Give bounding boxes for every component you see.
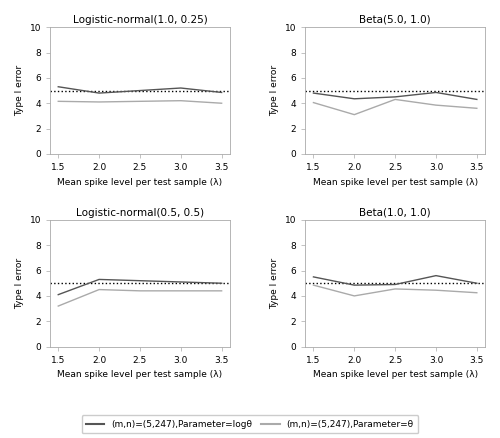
X-axis label: Mean spike level per test sample (λ): Mean spike level per test sample (λ) [58, 370, 222, 379]
X-axis label: Mean spike level per test sample (λ): Mean spike level per test sample (λ) [312, 370, 478, 379]
X-axis label: Mean spike level per test sample (λ): Mean spike level per test sample (λ) [58, 177, 222, 187]
Legend: (m,n)=(5,247),Parameter=logθ, (m,n)=(5,247),Parameter=θ: (m,n)=(5,247),Parameter=logθ, (m,n)=(5,2… [82, 416, 418, 434]
Y-axis label: Type I error: Type I error [270, 65, 279, 116]
Y-axis label: Type I error: Type I error [15, 65, 24, 116]
X-axis label: Mean spike level per test sample (λ): Mean spike level per test sample (λ) [312, 177, 478, 187]
Title: Logistic-normal(1.0, 0.25): Logistic-normal(1.0, 0.25) [72, 15, 208, 25]
Title: Logistic-normal(0.5, 0.5): Logistic-normal(0.5, 0.5) [76, 208, 204, 218]
Title: Beta(1.0, 1.0): Beta(1.0, 1.0) [360, 208, 431, 218]
Title: Beta(5.0, 1.0): Beta(5.0, 1.0) [360, 15, 431, 25]
Y-axis label: Type I error: Type I error [270, 258, 279, 309]
Y-axis label: Type I error: Type I error [15, 258, 24, 309]
